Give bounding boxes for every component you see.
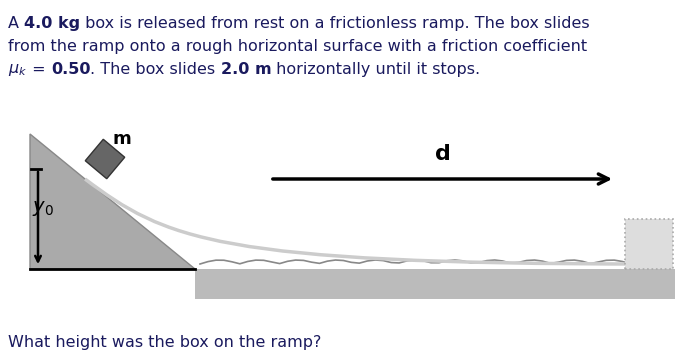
Text: . The box slides: . The box slides (91, 62, 221, 77)
Text: 0.50: 0.50 (51, 62, 91, 77)
Text: What height was the box on the ramp?: What height was the box on the ramp? (8, 335, 321, 350)
Text: =: = (27, 62, 51, 77)
Text: horizontally until it stops.: horizontally until it stops. (272, 62, 480, 77)
Text: d: d (434, 144, 451, 164)
Text: 4.0 kg: 4.0 kg (24, 16, 80, 31)
Bar (625, 219, 673, 269)
Text: m: m (113, 130, 132, 148)
Text: A: A (8, 16, 24, 31)
Polygon shape (85, 139, 125, 179)
Text: 2.0 m: 2.0 m (221, 62, 272, 77)
Text: from the ramp onto a rough horizontal surface with a friction coefficient: from the ramp onto a rough horizontal su… (8, 39, 587, 54)
Polygon shape (30, 134, 195, 269)
Text: $y_0$: $y_0$ (32, 199, 54, 218)
Text: $\mu_k$: $\mu_k$ (8, 62, 27, 78)
Polygon shape (195, 269, 675, 299)
Text: box is released from rest on a frictionless ramp. The box slides: box is released from rest on a frictionl… (80, 16, 590, 31)
